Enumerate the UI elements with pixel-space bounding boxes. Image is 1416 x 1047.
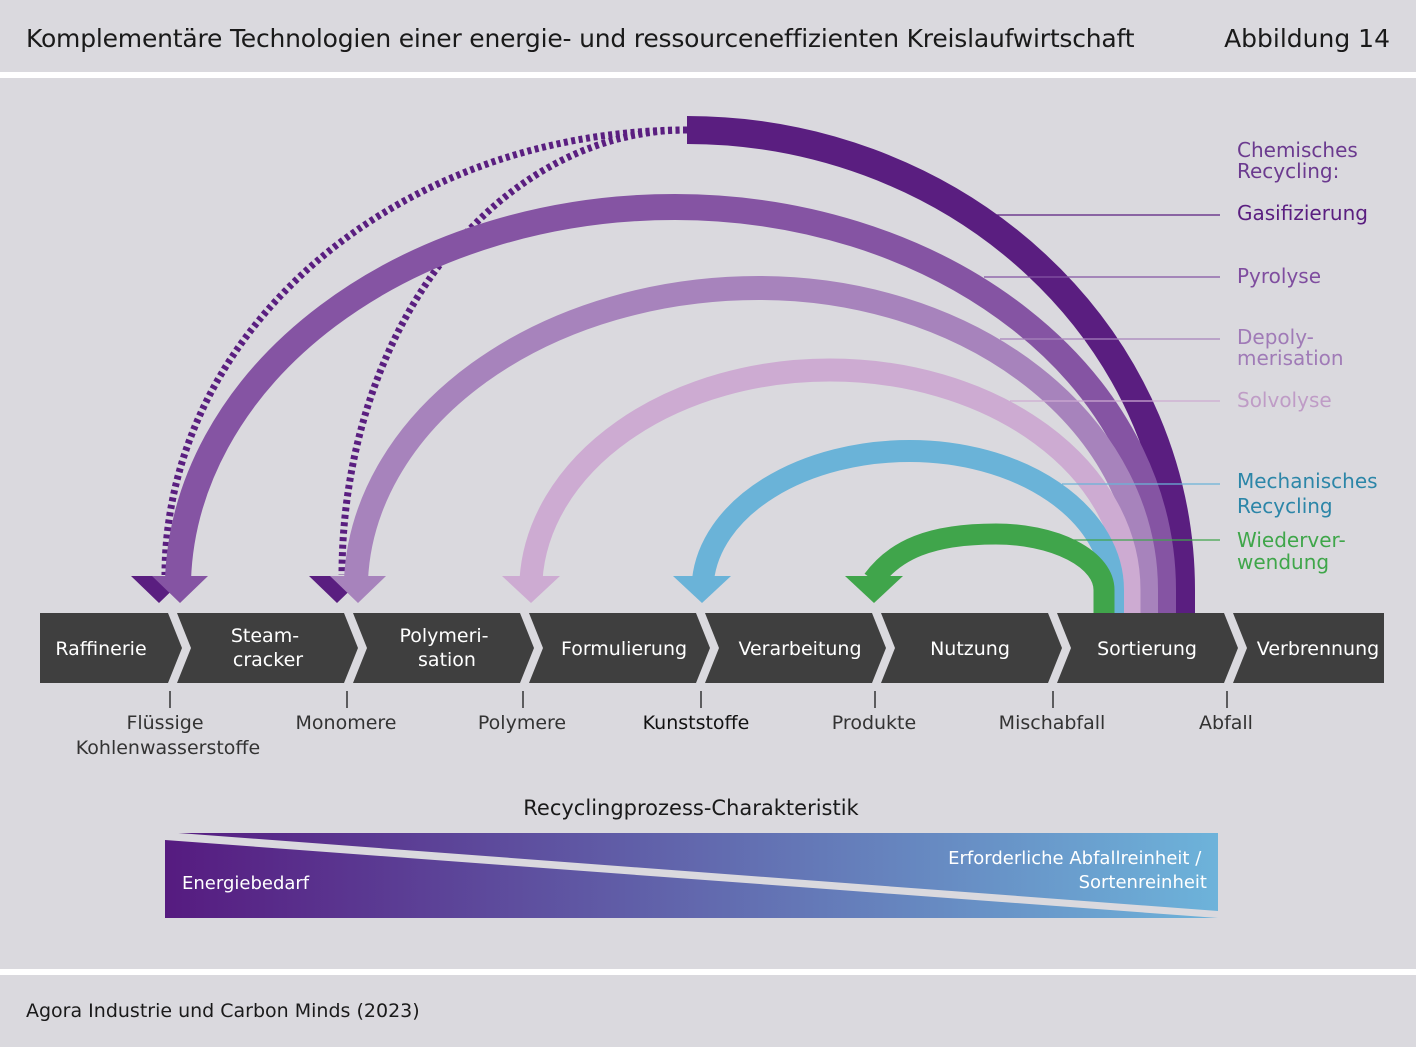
- legend-gasification: Gasifizierung: [1237, 201, 1368, 225]
- footer-rule: [0, 969, 1416, 975]
- legend: Chemisches Recycling: Gasifizierung Pyro…: [1237, 138, 1384, 574]
- arrowhead-mechanical-recycling: [673, 576, 731, 603]
- legend-pyrolysis: Pyrolyse: [1237, 264, 1321, 288]
- process-label-formulierung: Formulierung: [561, 638, 687, 660]
- process-label-steamcracker: Steam- cracker: [231, 625, 305, 671]
- legend-depolymerisation: Depoly- merisation: [1237, 325, 1344, 370]
- intermediate-abfall: Abfall: [1199, 712, 1253, 734]
- arc-depolymerisation: [344, 275, 1158, 613]
- process-label-nutzung: Nutzung: [930, 638, 1010, 660]
- legend-reuse: Wiederver- wendung: [1237, 528, 1352, 574]
- characteristic-energy-label: Energiebedarf: [182, 873, 310, 894]
- arc-gasification: [686, 116, 1195, 613]
- arrowhead-solvolysis: [502, 576, 560, 603]
- process-label-sortierung: Sortierung: [1097, 638, 1197, 660]
- figure-title: Komplementäre Technologien einer energie…: [26, 24, 1135, 53]
- legend-leaders: [978, 214, 1220, 541]
- legend-mechanical-recycling: Mechanisches Recycling: [1237, 469, 1384, 518]
- intermediate-mischabfall: Mischabfall: [999, 712, 1106, 734]
- arc-solvolysis: [519, 358, 1141, 613]
- characteristic-purity-label: Erforderliche Abfallreinheit / Sortenrei…: [948, 848, 1207, 893]
- process-step-steamcracker: [177, 613, 358, 683]
- process-step-raffinerie: [40, 613, 182, 683]
- intermediate-liquid-hydrocarbons: Flüssige Kohlenwasserstoffe: [76, 712, 260, 759]
- header-rule: [0, 72, 1416, 78]
- process-label-raffinerie: Raffinerie: [55, 638, 146, 660]
- header: Komplementäre Technologien einer energie…: [0, 0, 1416, 72]
- intermediates: Flüssige Kohlenwasserstoffe Monomere Pol…: [76, 691, 1253, 759]
- intermediate-polymere: Polymere: [478, 712, 566, 734]
- process-step-polymerisation: [353, 613, 534, 683]
- legend-group-label: Chemisches Recycling:: [1237, 138, 1364, 183]
- recycling-characteristic: Recyclingprozess-Charakteristik Energieb…: [165, 796, 1218, 918]
- arrowhead-reuse: [845, 576, 903, 603]
- arc-mechanical-recycling: [692, 439, 1124, 613]
- legend-solvolysis: Solvolyse: [1237, 388, 1332, 412]
- process-step-verbrennung: [1233, 613, 1384, 683]
- arrowhead-pyrolysis: [152, 576, 208, 603]
- arc-reuse: [864, 523, 1115, 613]
- process-step-nutzung: [881, 613, 1062, 683]
- arrowhead-depolymerisation: [330, 576, 386, 603]
- process-chain: Raffinerie Steam- cracker Polymeri- sati…: [40, 613, 1384, 683]
- source-note: Agora Industrie und Carbon Minds (2023): [26, 1000, 420, 1022]
- characteristic-divider-wedge: [165, 832, 1218, 918]
- circular-economy-diagram: Chemisches Recycling: Gasifizierung Pyro…: [40, 116, 1384, 918]
- process-label-polymerisation: Polymeri- sation: [399, 625, 494, 671]
- arc-pyrolysis: [165, 193, 1176, 613]
- intermediate-produkte: Produkte: [832, 712, 916, 734]
- process-step-formulierung: [529, 613, 710, 683]
- figure-number: Abbildung 14: [1224, 24, 1390, 53]
- process-step-sortierung: [1057, 613, 1238, 683]
- process-label-verbrennung: Verbrennung: [1257, 638, 1379, 660]
- process-label-verarbeitung: Verarbeitung: [738, 638, 861, 660]
- arc-gasification-to-raffinerie: [161, 126, 688, 576]
- intermediate-monomere: Monomere: [296, 712, 397, 734]
- characteristic-title: Recyclingprozess-Charakteristik: [523, 796, 859, 820]
- intermediate-kunststoffe: Kunststoffe: [643, 712, 750, 734]
- process-step-verarbeitung: [705, 613, 886, 683]
